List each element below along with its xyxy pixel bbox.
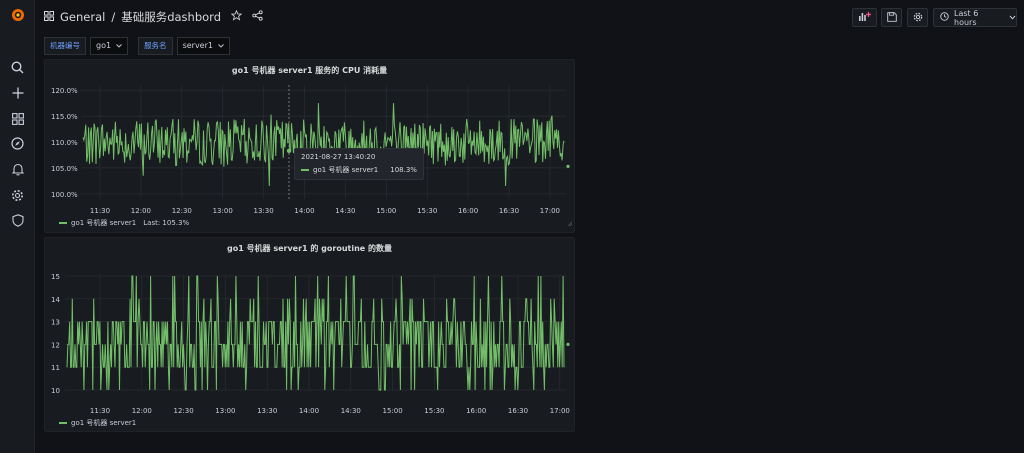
x-tick-label: 17:00: [540, 207, 560, 215]
chevron-down-icon: [1009, 13, 1016, 22]
template-variables-bar: 机器编号 go1 服务名 server1: [44, 37, 236, 55]
explore-compass-icon[interactable]: [8, 134, 27, 153]
x-tick-label: 11:30: [90, 407, 110, 415]
x-tick-label: 14:00: [299, 407, 319, 415]
plus-icon[interactable]: [8, 83, 27, 102]
save-icon: [886, 11, 897, 24]
x-tick-label: 12:00: [132, 407, 152, 415]
share-icon[interactable]: [252, 10, 263, 24]
save-dashboard-button[interactable]: [881, 8, 902, 27]
grafana-logo-icon[interactable]: [8, 5, 27, 24]
x-tick-label: 15:00: [383, 407, 403, 415]
y-tick-label: 105.0%: [51, 165, 78, 173]
panel-resize-handle-icon[interactable]: [567, 211, 573, 230]
y-tick-label: 120.0%: [51, 87, 78, 95]
x-tick-label: 14:00: [294, 207, 314, 215]
y-tick-label: 12: [51, 341, 60, 349]
variable-value-machine: go1: [96, 41, 112, 50]
x-tick-label: 11:30: [90, 207, 110, 215]
breadcrumb-separator: /: [111, 10, 116, 24]
x-tick-label: 12:30: [174, 407, 194, 415]
y-tick-label: 11: [51, 364, 60, 372]
x-tick-label: 13:30: [254, 207, 274, 215]
dashboard-grid-icon: [44, 10, 54, 24]
goroutine-graph[interactable]: 10 11 12 13 14 15 11:30 12:00 12:30 13:00 13:30 14:…: [45, 238, 574, 431]
panel-title[interactable]: go1 号机器 server1 的 goroutine 的数量: [226, 244, 393, 253]
variable-label-machine: 机器编号: [44, 37, 86, 55]
y-tick-label: 14: [51, 296, 60, 304]
variable-select-machine[interactable]: go1: [90, 37, 129, 55]
x-tick-label: 16:00: [458, 207, 478, 215]
legend-series-name[interactable]: go1 号机器 server1: [71, 419, 137, 427]
cpu-graph[interactable]: 100.0% 105.0% 110.0% 115.0% 120.0% 11:30 12:00…: [45, 60, 574, 232]
x-tick-label: 16:00: [466, 407, 486, 415]
y-tick-label: 115.0%: [51, 113, 78, 121]
x-tick-label: 15:30: [417, 207, 437, 215]
settings-gear-icon: [913, 12, 923, 24]
x-tick-label: 14:30: [335, 207, 355, 215]
server-admin-shield-icon[interactable]: [8, 211, 27, 230]
legend-series-swatch: [59, 222, 67, 224]
x-tick-label: 12:00: [131, 207, 151, 215]
panel-legend[interactable]: go1 号机器 server1 Last: 105.3%: [59, 218, 189, 228]
x-tick-label: 17:00: [550, 407, 570, 415]
dashboard-title[interactable]: 基础服务dashbord: [121, 10, 221, 24]
add-panel-button[interactable]: [852, 8, 877, 27]
y-tick-label: 13: [51, 319, 60, 327]
y-tick-label: 100.0%: [51, 191, 78, 199]
tooltip-series-value: 108.3%: [390, 166, 417, 174]
variable-select-service[interactable]: server1: [176, 37, 230, 55]
series-last-point: [566, 342, 570, 346]
panel-legend[interactable]: go1 号机器 server1: [59, 418, 136, 428]
clock-icon: [940, 12, 949, 23]
legend-series-swatch: [59, 422, 67, 424]
alerting-bell-icon[interactable]: [8, 160, 27, 179]
search-icon[interactable]: [8, 58, 27, 77]
legend-last-value: Last: 105.3%: [143, 219, 190, 227]
series-line: [66, 275, 565, 391]
time-range-label: Last 6 hours: [954, 8, 979, 27]
hover-point: [286, 148, 292, 154]
x-tick-label: 13:00: [213, 207, 233, 215]
panel-title[interactable]: go1 号机器 server1 服务的 CPU 消耗量: [231, 66, 388, 75]
x-tick-label: 15:00: [376, 207, 396, 215]
x-tick-label: 14:30: [341, 407, 361, 415]
series-line: [82, 103, 565, 187]
dashboard-settings-button[interactable]: [907, 8, 928, 27]
tooltip-series-swatch: [301, 169, 309, 171]
x-tick-label: 12:30: [172, 207, 192, 215]
chevron-down-icon: [218, 38, 224, 54]
x-tick-label: 16:30: [508, 407, 528, 415]
dashboards-icon[interactable]: [8, 109, 27, 128]
x-tick-label: 13:30: [257, 407, 277, 415]
breadcrumb-folder[interactable]: General: [60, 10, 106, 24]
top-navbar: General / 基础服务dashbord Last 6 hours: [36, 0, 1024, 34]
add-panel-icon: [858, 11, 871, 24]
x-tick-label: 15:30: [424, 407, 444, 415]
configuration-gear-icon[interactable]: [8, 186, 27, 205]
tooltip-series-name: go1 号机器 server1: [313, 166, 379, 174]
variable-value-service: server1: [182, 41, 213, 50]
variable-label-service: 服务名: [138, 37, 173, 55]
chevron-down-icon: [116, 38, 122, 54]
sidebar: [0, 0, 35, 453]
y-tick-label: 10: [51, 387, 60, 395]
star-icon[interactable]: [230, 9, 243, 24]
x-tick-label: 13:00: [215, 407, 235, 415]
legend-series-name[interactable]: go1 号机器 server1: [71, 219, 137, 227]
breadcrumb: General / 基础服务dashbord: [44, 9, 263, 25]
y-tick-label: 15: [51, 273, 60, 281]
panel-goroutine-count[interactable]: go1 号机器 server1 的 goroutine 的数量 10 11 12 13…: [44, 237, 575, 432]
panel-cpu-usage[interactable]: go1 号机器 server1 服务的 CPU 消耗量 100.0% 105.0%…: [44, 59, 575, 233]
tooltip-time: 2021-08-27 13:40:20: [301, 153, 376, 161]
x-tick-label: 16:30: [499, 207, 519, 215]
graph-tooltip: 2021-08-27 13:40:20 go1 号机器 server1 108.…: [294, 148, 424, 180]
series-last-point: [566, 164, 570, 168]
time-range-picker[interactable]: Last 6 hours: [933, 8, 1017, 27]
y-tick-label: 110.0%: [51, 139, 78, 147]
